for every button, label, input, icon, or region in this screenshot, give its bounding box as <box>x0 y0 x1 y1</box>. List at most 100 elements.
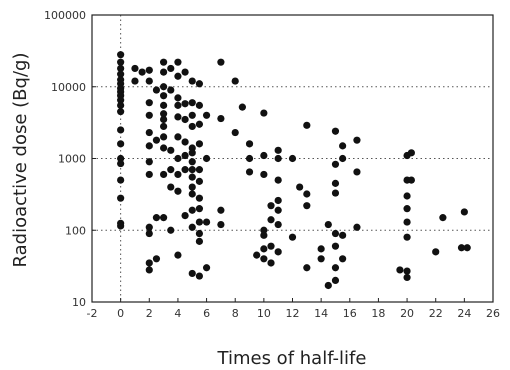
data-point <box>160 83 168 91</box>
data-point <box>274 146 282 154</box>
data-point <box>152 214 161 222</box>
data-point <box>260 231 268 239</box>
data-point <box>339 142 347 150</box>
data-point <box>181 151 189 160</box>
data-point <box>303 264 311 272</box>
data-point <box>403 218 411 226</box>
x-tick-label: 10 <box>257 307 271 320</box>
data-point <box>174 133 182 141</box>
data-point <box>288 233 297 241</box>
ticks-layer: -2 0 2 4 6 8 10 12 14 16 18 20 22 24 26101001000100001… <box>44 9 500 320</box>
y-tick-label: 100 <box>65 224 86 237</box>
data-point <box>188 190 196 198</box>
data-point <box>174 58 182 66</box>
data-point <box>260 151 268 160</box>
x-tick-label: 12 <box>286 307 300 320</box>
data-point <box>145 99 153 107</box>
x-tick-label: 16 <box>343 307 357 320</box>
data-point <box>174 94 182 102</box>
data-point <box>331 189 340 197</box>
data-point <box>296 183 304 191</box>
data-point <box>117 126 125 134</box>
data-point <box>267 202 275 210</box>
data-point <box>188 158 196 166</box>
data-point <box>160 214 168 222</box>
data-point <box>188 173 196 181</box>
data-point <box>339 231 347 239</box>
data-point <box>152 255 161 263</box>
y-tick-label: 10 <box>72 296 86 309</box>
y-axis-title: Radioactive dose (Bq/g) <box>10 53 31 268</box>
data-point <box>274 154 282 163</box>
data-point <box>117 96 125 104</box>
data-point <box>317 245 325 253</box>
data-point <box>339 255 347 263</box>
data-point <box>303 121 311 129</box>
data-point <box>167 64 175 73</box>
y-tick-label: 10000 <box>51 81 86 94</box>
data-point <box>339 154 347 163</box>
data-point <box>353 136 361 144</box>
data-point <box>167 146 175 154</box>
data-point <box>145 229 153 238</box>
data-point <box>231 77 239 85</box>
data-point <box>303 190 311 198</box>
data-point <box>274 248 282 256</box>
data-point <box>245 140 254 148</box>
x-tick-label: 24 <box>457 307 471 320</box>
data-point <box>117 194 125 202</box>
data-point <box>217 206 225 214</box>
data-point <box>260 170 268 179</box>
data-point <box>195 80 204 88</box>
data-point <box>245 154 254 163</box>
data-point <box>195 229 204 238</box>
data-point <box>202 111 211 119</box>
data-point <box>117 101 125 109</box>
data-point <box>117 58 125 66</box>
data-point <box>403 192 411 200</box>
data-point <box>403 273 411 282</box>
data-point <box>188 111 196 119</box>
data-point <box>117 64 125 73</box>
data-point <box>160 92 168 100</box>
data-point <box>407 176 415 184</box>
data-point <box>188 122 196 131</box>
data-point <box>160 122 168 131</box>
data-point <box>117 159 125 168</box>
data-point <box>331 229 340 238</box>
data-point <box>152 86 161 94</box>
data-point <box>181 100 189 108</box>
data-point <box>260 109 268 117</box>
data-point <box>145 266 153 274</box>
data-point <box>403 267 411 275</box>
data-point <box>167 86 175 94</box>
data-point <box>188 269 196 278</box>
data-point <box>145 142 153 150</box>
data-point <box>167 183 175 191</box>
data-point <box>117 51 125 59</box>
data-point <box>188 149 196 157</box>
data-point <box>188 206 196 214</box>
data-point <box>195 194 204 202</box>
data-point <box>188 99 196 107</box>
data-point <box>324 220 332 229</box>
data-point <box>274 220 282 229</box>
x-tick-label: 20 <box>400 307 414 320</box>
x-tick-label: 2 <box>146 307 153 320</box>
data-point <box>160 144 168 152</box>
data-point <box>138 68 146 76</box>
data-point <box>432 248 440 256</box>
data-point <box>439 214 447 222</box>
data-point <box>195 272 204 280</box>
y-tick-label: 1000 <box>58 153 86 166</box>
data-point <box>407 149 415 157</box>
data-point <box>145 66 153 74</box>
data-point <box>267 259 275 267</box>
data-point <box>160 170 168 179</box>
data-point <box>167 226 175 234</box>
data-point <box>131 77 139 85</box>
points-layer <box>117 51 471 290</box>
data-point <box>274 196 282 205</box>
data-point <box>331 264 340 272</box>
